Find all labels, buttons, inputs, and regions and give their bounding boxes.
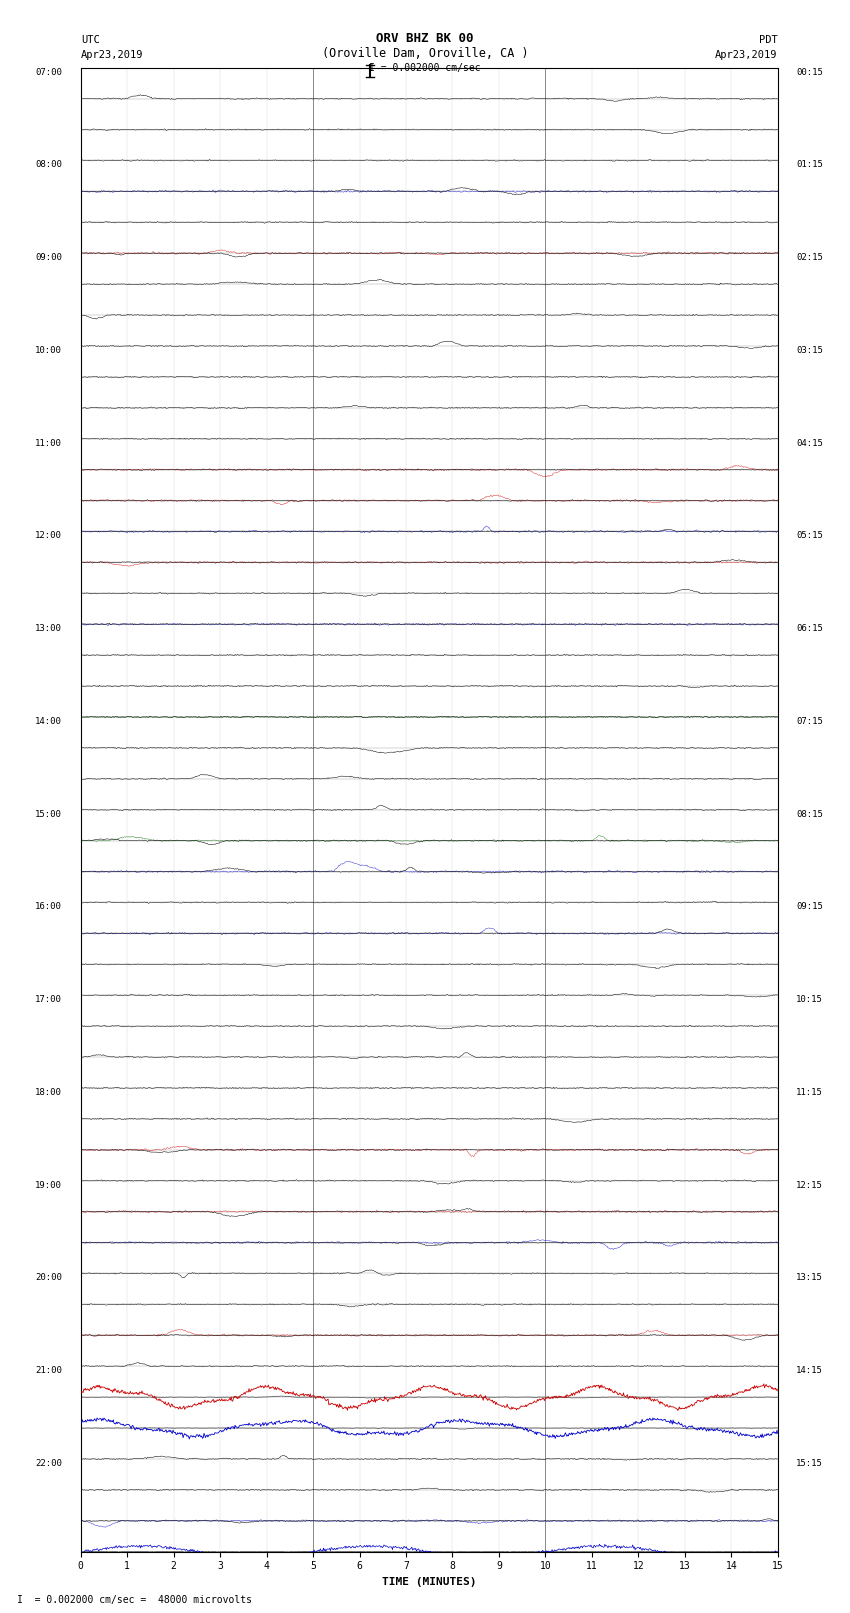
Text: 14:00: 14:00 xyxy=(36,718,62,726)
Text: (Oroville Dam, Oroville, CA ): (Oroville Dam, Oroville, CA ) xyxy=(321,47,529,60)
Text: 11:00: 11:00 xyxy=(36,439,62,448)
Text: 02:15: 02:15 xyxy=(796,253,823,263)
Text: 15:15: 15:15 xyxy=(796,1458,823,1468)
Text: PDT: PDT xyxy=(759,35,778,45)
X-axis label: TIME (MINUTES): TIME (MINUTES) xyxy=(382,1578,477,1587)
Text: 13:00: 13:00 xyxy=(36,624,62,634)
Text: 16:00: 16:00 xyxy=(36,903,62,911)
Text: I  = 0.002000 cm/sec =  48000 microvolts: I = 0.002000 cm/sec = 48000 microvolts xyxy=(17,1595,252,1605)
Text: 07:15: 07:15 xyxy=(796,718,823,726)
Text: 18:00: 18:00 xyxy=(36,1089,62,1097)
Text: 22:00: 22:00 xyxy=(36,1458,62,1468)
Text: 12:00: 12:00 xyxy=(36,532,62,540)
Text: 04:15: 04:15 xyxy=(796,439,823,448)
Text: 09:15: 09:15 xyxy=(796,903,823,911)
Text: 14:15: 14:15 xyxy=(796,1366,823,1376)
Text: 10:15: 10:15 xyxy=(796,995,823,1005)
Text: 12:15: 12:15 xyxy=(796,1181,823,1190)
Text: UTC: UTC xyxy=(81,35,99,45)
Text: 11:15: 11:15 xyxy=(796,1089,823,1097)
Text: 19:00: 19:00 xyxy=(36,1181,62,1190)
Text: 08:15: 08:15 xyxy=(796,810,823,819)
Text: 08:00: 08:00 xyxy=(36,161,62,169)
Text: 15:00: 15:00 xyxy=(36,810,62,819)
Text: 03:15: 03:15 xyxy=(796,347,823,355)
Text: Apr23,2019: Apr23,2019 xyxy=(715,50,778,60)
Text: 06:15: 06:15 xyxy=(796,624,823,634)
Text: 13:15: 13:15 xyxy=(796,1274,823,1282)
Text: Apr23,2019: Apr23,2019 xyxy=(81,50,144,60)
Text: 20:00: 20:00 xyxy=(36,1274,62,1282)
Text: 10:00: 10:00 xyxy=(36,347,62,355)
Text: 21:00: 21:00 xyxy=(36,1366,62,1376)
Text: ORV BHZ BK 00: ORV BHZ BK 00 xyxy=(377,32,473,45)
Text: 01:15: 01:15 xyxy=(796,161,823,169)
Text: 07:00: 07:00 xyxy=(36,68,62,77)
Text: 09:00: 09:00 xyxy=(36,253,62,263)
Text: 00:15: 00:15 xyxy=(796,68,823,77)
Text: 05:15: 05:15 xyxy=(796,532,823,540)
Text: I = 0.002000 cm/sec: I = 0.002000 cm/sec xyxy=(369,63,481,73)
Text: 17:00: 17:00 xyxy=(36,995,62,1005)
